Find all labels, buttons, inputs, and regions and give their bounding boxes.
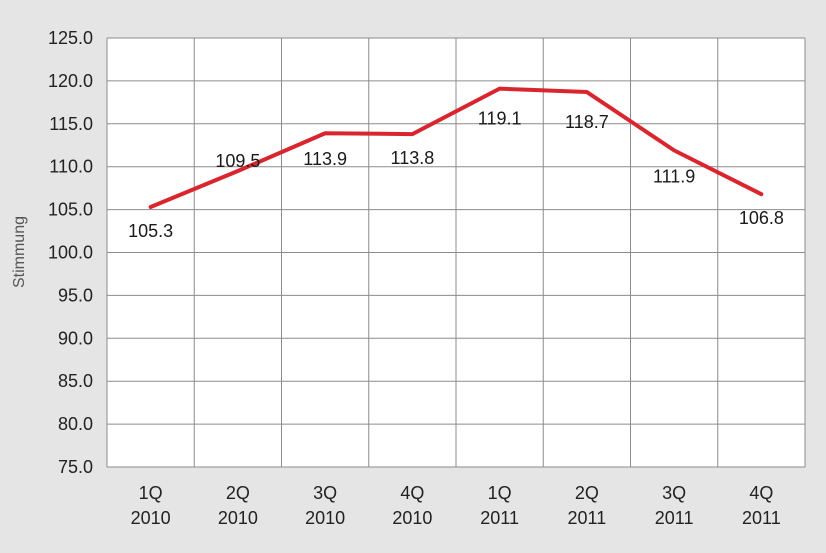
y-tick-label: 100.0 xyxy=(48,243,93,263)
data-label: 111.9 xyxy=(653,166,695,186)
series-layer xyxy=(148,86,764,210)
data-label: 119.1 xyxy=(478,109,522,129)
series-line xyxy=(148,86,764,210)
y-tick-label: 105.0 xyxy=(48,200,93,220)
y-tick-label: 85.0 xyxy=(58,371,93,391)
y-tick-label: 120.0 xyxy=(48,71,93,91)
data-labels: 105.3 109.5 113.9 113.8 119.1 118.7 111.9 106.8 xyxy=(128,109,784,241)
data-label: 113.8 xyxy=(391,148,435,168)
y-tick-label: 80.0 xyxy=(58,414,93,434)
y-tick-label: 125.0 xyxy=(48,28,93,48)
y-tick-label: 115.0 xyxy=(49,114,93,134)
y-tick-labels: 75.0 80.0 85.0 90.0 95.0 100.0 105.0 110.0 115.0… xyxy=(48,28,93,477)
grid-lines xyxy=(106,37,806,468)
x-tick-label: 2Q 2010 xyxy=(218,483,258,528)
data-label: 105.3 xyxy=(128,221,173,241)
data-label: 113.9 xyxy=(303,149,347,169)
x-tick-label: 3Q 2011 xyxy=(655,483,694,528)
x-tick-label: 1Q 2010 xyxy=(131,483,171,528)
x-tick-label: 4Q 2010 xyxy=(392,483,432,528)
data-label: 106.8 xyxy=(739,208,784,228)
x-tick-label: 2Q 2011 xyxy=(568,483,607,528)
x-tick-labels: 1Q 2010 2Q 2010 3Q 2010 4Q 2010 1Q 2011 2Q 2011 3Q 20… xyxy=(131,483,781,528)
y-tick-label: 95.0 xyxy=(58,285,93,305)
y-tick-label: 75.0 xyxy=(58,457,93,477)
x-tick-label: 1Q 2011 xyxy=(480,483,519,528)
data-label: 109.5 xyxy=(215,151,260,171)
x-tick-label: 3Q 2010 xyxy=(305,483,345,528)
y-tick-label: 110.0 xyxy=(49,157,93,177)
y-tick-label: 90.0 xyxy=(58,328,93,348)
y-axis-label: Stimmung xyxy=(11,216,28,288)
x-tick-label: 4Q 2011 xyxy=(742,483,781,528)
data-label: 118.7 xyxy=(565,112,609,132)
